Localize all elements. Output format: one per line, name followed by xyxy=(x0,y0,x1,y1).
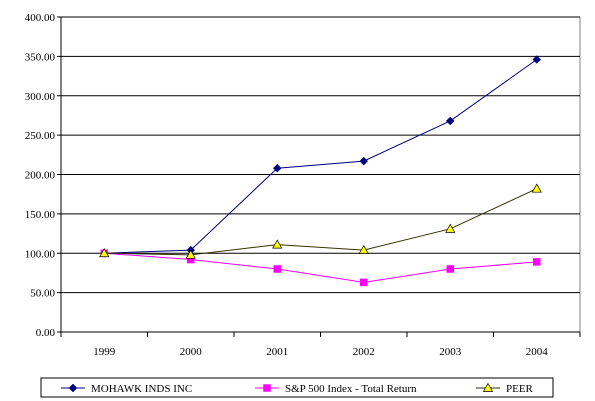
x-tick-label: 2003 xyxy=(439,346,462,358)
series-2 xyxy=(99,183,542,259)
legend-item-0: MOHAWK INDS INC xyxy=(61,383,192,395)
legend-label: S&P 500 Index - Total Return xyxy=(285,383,417,395)
y-tick-label: 200.00 xyxy=(25,170,56,182)
series-1-point xyxy=(273,265,281,273)
series-2-point xyxy=(531,183,542,193)
legend-swatch-point xyxy=(263,384,271,392)
legend-item-2: PEER xyxy=(476,382,534,395)
x-tick-label: 2001 xyxy=(266,346,288,358)
series-0 xyxy=(99,55,542,258)
legend-swatch-point xyxy=(482,382,494,392)
x-tick-label: 1999 xyxy=(93,346,116,358)
x-axis-ticks: 1999 2000 2001 2002 2003 2004 xyxy=(60,331,581,358)
x-tick-label: 2000 xyxy=(180,346,203,358)
y-tick-label: 300.00 xyxy=(25,91,56,103)
y-tick-label: 150.00 xyxy=(25,209,56,221)
y-tick-label: 50.00 xyxy=(30,288,55,300)
legend-item-1: S&P 500 Index - Total Return xyxy=(255,383,417,395)
y-tick-label: 400.00 xyxy=(25,12,56,24)
series-lines xyxy=(99,55,542,287)
series-2-point xyxy=(185,249,196,259)
series-2-point xyxy=(99,248,110,258)
legend-swatch-point xyxy=(68,383,78,393)
series-1-point xyxy=(446,265,454,273)
x-tick-label: 2004 xyxy=(526,346,549,358)
x-tick-label: 2002 xyxy=(353,346,375,358)
series-line xyxy=(104,188,537,256)
gridlines xyxy=(61,16,580,294)
y-tick-label: 0.00 xyxy=(36,327,56,339)
series-1-point xyxy=(360,278,368,287)
series-2-point xyxy=(445,223,456,233)
legend-label: MOHAWK INDS INC xyxy=(91,383,192,395)
series-1-point xyxy=(533,258,541,266)
series-0-point xyxy=(532,55,542,64)
legend-label: PEER xyxy=(506,383,534,395)
series-0-point xyxy=(445,116,455,126)
series-2-point xyxy=(358,244,369,254)
y-tick-label: 100.00 xyxy=(25,248,56,260)
series-0-point xyxy=(272,163,282,173)
legend: MOHAWK INDS INC S&P 500 Index - Total Ret… xyxy=(40,377,554,398)
legend-box xyxy=(40,377,554,398)
y-axis-ticks: 0.00 50.00 100.00 150.00 200.00 250.00 300.00 3… xyxy=(25,12,62,339)
series-2-point xyxy=(272,239,283,249)
series-line xyxy=(104,252,537,283)
series-line xyxy=(104,59,538,254)
y-tick-label: 250.00 xyxy=(25,130,56,142)
y-tick-label: 350.00 xyxy=(25,51,56,63)
series-0-point xyxy=(359,156,369,166)
